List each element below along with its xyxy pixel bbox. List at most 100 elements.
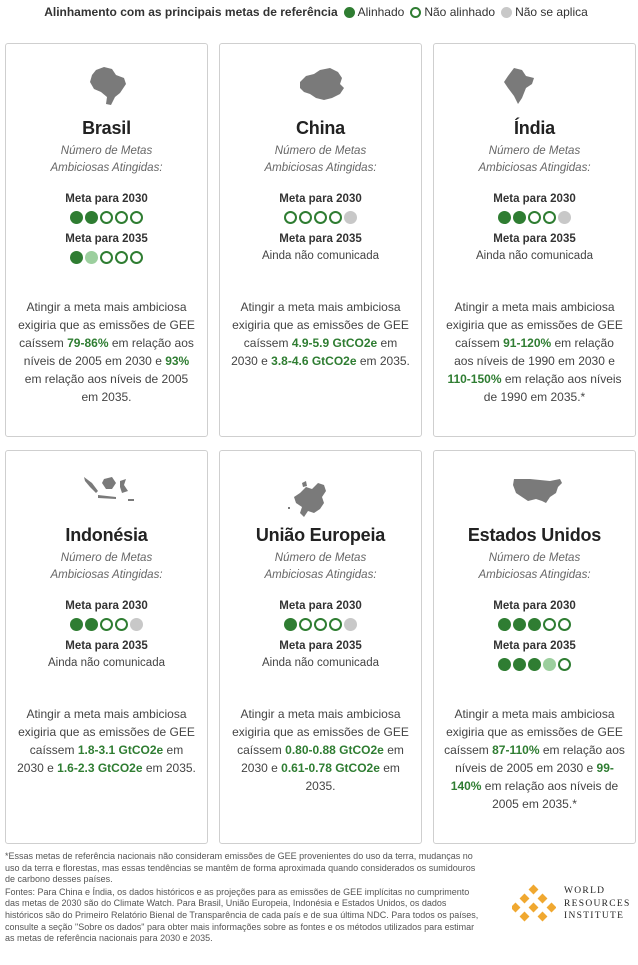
target-dot-not xyxy=(558,658,571,671)
target-dot-not xyxy=(115,211,128,224)
emissions-description: Atingir a meta mais ambiciosa exigiria q… xyxy=(230,705,411,795)
legend-label-not-aligned: Não alinhado xyxy=(424,5,496,19)
target-dot-not xyxy=(314,211,327,224)
targets-subtitle: Número de Metas Ambiciosas Atingidas: xyxy=(50,145,163,174)
meta-2030-label: Meta para 2030 xyxy=(279,600,362,612)
target-dot-not xyxy=(100,251,113,264)
emissions-text: em 2035. xyxy=(305,761,400,793)
target-dot-partial xyxy=(543,658,556,671)
legend-item-not-aligned: Não alinhado xyxy=(410,5,495,19)
emissions-highlight: 93% xyxy=(165,354,190,368)
target-dot-aligned xyxy=(513,211,526,224)
target-dot-aligned xyxy=(85,618,98,631)
target-circles-2030 xyxy=(6,618,207,631)
target-dot-not xyxy=(299,618,312,631)
meta-2030-label: Meta para 2030 xyxy=(493,600,576,612)
eu-map-icon xyxy=(220,477,423,521)
legend-title: Alinhamento com as principais metas de r… xyxy=(44,5,338,19)
target-circles-2030 xyxy=(220,211,421,224)
emissions-text: em relação aos níveis de 1990 em 2035.* xyxy=(483,372,622,404)
target-dot-na xyxy=(344,618,357,631)
target-circles-2035 xyxy=(434,658,635,671)
emissions-text: Atingir a meta mais ambiciosa exigiria q… xyxy=(18,300,195,350)
meta-2035-label: Meta para 2035 xyxy=(279,233,362,245)
emissions-text: em relação aos níveis de 2005 em 2035. xyxy=(24,372,189,404)
emissions-text: Atingir a meta mais ambiciosa exigiria q… xyxy=(444,707,623,757)
target-dot-aligned xyxy=(284,618,297,631)
country-name: Estados Unidos xyxy=(467,525,602,545)
meta-2035-label: Meta para 2035 xyxy=(65,233,148,245)
meta-2035-label: Meta para 2035 xyxy=(493,233,576,245)
targets-subtitle: Número de Metas Ambiciosas Atingidas: xyxy=(50,552,163,581)
country-card: Índia Número de Metas Ambiciosas Atingida… xyxy=(433,43,636,437)
target-dot-aligned xyxy=(498,658,511,671)
target-dot-not xyxy=(100,211,113,224)
india-map-icon xyxy=(434,64,637,108)
wri-logo-text: WORLD RESOURCES INSTITUTE xyxy=(564,885,631,923)
target-circles-2030 xyxy=(6,211,207,224)
emissions-text: Atingir a meta mais ambiciosa exigiria q… xyxy=(232,300,409,350)
emissions-text: em relação aos níveis de 2005 em 2030 e xyxy=(455,743,625,775)
footnote-sources: Fontes: Para China e Índia, os dados his… xyxy=(5,886,479,944)
meta-2030-label: Meta para 2030 xyxy=(279,193,362,205)
legend: Alinhamento com as principais metas de r… xyxy=(0,3,638,21)
meta-2035-pending: Ainda não comunicada xyxy=(262,657,379,669)
emissions-highlight: 91-120% xyxy=(503,336,552,350)
target-dot-aligned xyxy=(85,211,98,224)
target-dot-aligned xyxy=(513,658,526,671)
target-circles-2030 xyxy=(434,618,635,631)
country-name: Indonésia xyxy=(65,525,148,545)
emissions-text: em 2035. xyxy=(142,761,196,775)
target-dot-not xyxy=(329,211,342,224)
target-dot-not xyxy=(314,618,327,631)
target-dot-aligned xyxy=(70,251,83,264)
emissions-text: Atingir a meta mais ambiciosa exigiria q… xyxy=(446,300,623,350)
emissions-highlight: 3.8-4.6 GtCO2e xyxy=(271,354,357,368)
emissions-description: Atingir a meta mais ambiciosa exigiria q… xyxy=(230,298,411,370)
meta-2030-label: Meta para 2030 xyxy=(65,600,148,612)
wri-logo-line2: RESOURCES xyxy=(564,898,631,909)
emissions-text: em 2030 e xyxy=(241,743,404,775)
target-dot-not xyxy=(284,211,297,224)
emissions-highlight: 4.9-5.9 GtCO2e xyxy=(291,336,378,350)
wri-logo-line3: INSTITUTE xyxy=(564,911,625,921)
target-dot-not xyxy=(115,251,128,264)
target-dot-not xyxy=(100,618,113,631)
emissions-text: em 2030 e xyxy=(231,336,398,368)
emissions-description: Atingir a meta mais ambiciosa exigiria q… xyxy=(444,705,625,813)
wri-logo-line1: WORLD xyxy=(564,886,606,896)
target-dot-not xyxy=(329,618,342,631)
target-dot-aligned xyxy=(513,618,526,631)
country-card: Brasil Número de Metas Ambiciosas Atingid… xyxy=(5,43,208,437)
china-map-icon xyxy=(220,64,423,108)
targets-subtitle: Número de Metas Ambiciosas Atingidas: xyxy=(264,552,377,581)
meta-2035-pending: Ainda não comunicada xyxy=(476,250,593,262)
target-dot-not xyxy=(558,618,571,631)
target-dot-na xyxy=(344,211,357,224)
target-dot-aligned xyxy=(70,618,83,631)
meta-2030-label: Meta para 2030 xyxy=(65,193,148,205)
meta-2035-label: Meta para 2035 xyxy=(493,640,576,652)
target-dot-not xyxy=(130,211,143,224)
footnotes: *Essas metas de referência nacionais não… xyxy=(5,851,485,946)
emissions-highlight: 1.6-2.3 GtCO2e xyxy=(57,761,143,775)
emissions-highlight: 110-150% xyxy=(447,372,502,386)
country-name: China xyxy=(295,118,345,138)
target-dot-partial xyxy=(85,251,98,264)
wri-logo-icon xyxy=(510,884,557,922)
emissions-highlight: 79-86% xyxy=(67,336,109,350)
emissions-text: em relação aos níveis de 2005 em 2035.* xyxy=(481,779,619,811)
brazil-map-icon xyxy=(6,64,209,108)
country-card: China Número de Metas Ambiciosas Atingida… xyxy=(219,43,422,437)
target-dot-not xyxy=(299,211,312,224)
emissions-highlight: 0.61-0.78 GtCO2e xyxy=(281,761,380,775)
emissions-description: Atingir a meta mais ambiciosa exigiria q… xyxy=(444,298,625,406)
target-dot-aligned xyxy=(498,618,511,631)
not-aligned-dot-icon xyxy=(410,6,422,18)
emissions-text: Atingir a meta mais ambiciosa exigiria q… xyxy=(232,707,409,757)
target-dot-not xyxy=(543,211,556,224)
emissions-text: em relação aos níveis de 1990 em 2030 e xyxy=(454,336,615,368)
targets-subtitle: Número de Metas Ambiciosas Atingidas: xyxy=(264,145,377,174)
meta-2035-pending: Ainda não comunicada xyxy=(262,250,379,262)
emissions-highlight: 0.80-0.88 GtCO2e xyxy=(285,743,384,757)
